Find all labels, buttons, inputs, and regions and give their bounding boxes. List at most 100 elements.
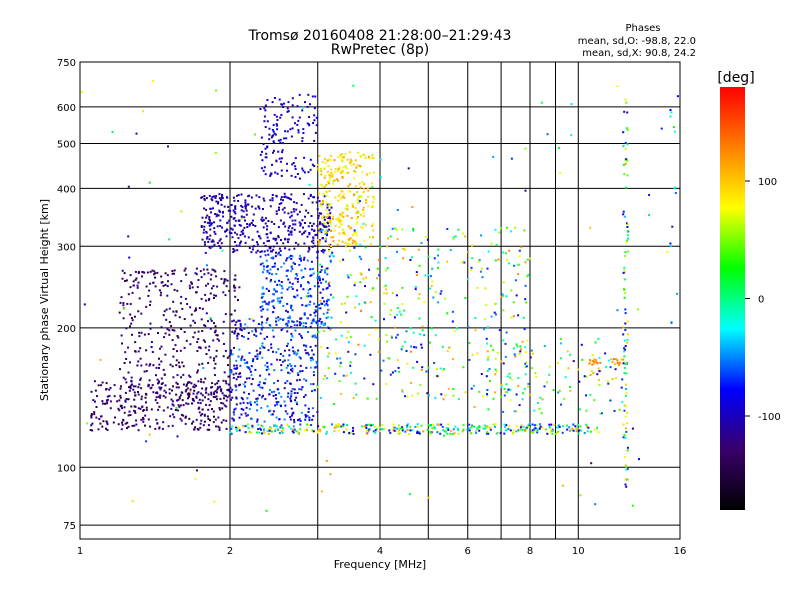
data-point bbox=[180, 413, 183, 416]
data-point bbox=[484, 427, 486, 430]
data-point bbox=[290, 390, 293, 393]
data-point bbox=[164, 283, 167, 286]
data-point bbox=[324, 162, 327, 165]
data-point bbox=[575, 430, 578, 433]
data-point bbox=[206, 428, 209, 431]
data-point bbox=[456, 427, 459, 430]
data-point bbox=[499, 395, 502, 398]
data-point bbox=[239, 364, 242, 367]
data-point bbox=[484, 287, 487, 290]
data-point bbox=[626, 422, 628, 425]
data-point bbox=[127, 346, 129, 349]
data-point bbox=[175, 386, 178, 389]
data-point bbox=[322, 199, 324, 202]
data-point bbox=[359, 226, 362, 229]
data-point bbox=[213, 243, 216, 246]
data-point bbox=[340, 214, 343, 217]
data-point bbox=[510, 289, 513, 292]
data-point bbox=[235, 397, 238, 400]
data-point bbox=[271, 197, 274, 200]
data-point bbox=[100, 384, 103, 387]
data-point bbox=[240, 193, 243, 196]
data-point bbox=[263, 268, 265, 271]
data-point bbox=[326, 203, 329, 206]
data-point bbox=[168, 329, 171, 332]
data-point bbox=[648, 214, 650, 217]
data-point bbox=[278, 418, 281, 421]
data-point bbox=[365, 424, 368, 427]
data-point bbox=[145, 370, 148, 373]
data-point bbox=[196, 469, 198, 472]
data-point bbox=[245, 213, 248, 216]
data-point bbox=[326, 234, 328, 237]
data-point bbox=[148, 379, 151, 382]
data-point bbox=[363, 153, 366, 156]
data-point bbox=[274, 171, 277, 174]
data-point bbox=[98, 418, 101, 420]
data-point bbox=[303, 429, 306, 432]
data-point bbox=[345, 172, 348, 175]
data-point bbox=[220, 402, 223, 404]
data-point bbox=[494, 357, 497, 360]
data-point bbox=[353, 170, 356, 172]
data-point bbox=[244, 241, 247, 244]
data-point bbox=[220, 277, 223, 280]
data-point bbox=[318, 154, 321, 157]
data-point bbox=[233, 413, 236, 416]
data-point bbox=[256, 357, 259, 360]
data-point bbox=[273, 132, 276, 135]
data-point bbox=[372, 223, 375, 226]
data-point bbox=[176, 409, 179, 412]
data-point bbox=[312, 242, 315, 245]
data-point bbox=[625, 427, 627, 430]
data-point bbox=[291, 116, 294, 119]
data-point bbox=[287, 110, 290, 113]
data-point bbox=[316, 196, 319, 199]
data-point bbox=[487, 250, 490, 253]
data-point bbox=[476, 286, 479, 289]
data-point bbox=[346, 424, 349, 426]
data-point bbox=[669, 242, 672, 245]
data-point bbox=[476, 352, 479, 355]
data-point bbox=[263, 346, 266, 349]
data-point bbox=[176, 350, 178, 353]
data-point bbox=[177, 404, 180, 407]
data-point bbox=[606, 380, 609, 383]
data-point bbox=[233, 284, 236, 287]
data-point bbox=[261, 301, 264, 303]
data-point bbox=[133, 424, 136, 427]
data-point bbox=[290, 414, 293, 417]
data-point bbox=[232, 419, 235, 422]
data-point bbox=[138, 335, 141, 338]
data-point bbox=[309, 357, 312, 360]
data-point bbox=[210, 211, 212, 214]
data-point bbox=[515, 393, 518, 396]
data-point bbox=[266, 430, 269, 433]
data-point bbox=[190, 281, 193, 284]
data-point bbox=[157, 395, 160, 398]
data-point bbox=[251, 360, 254, 363]
data-point bbox=[299, 428, 302, 431]
data-point bbox=[355, 218, 358, 220]
data-point bbox=[216, 338, 219, 341]
data-point bbox=[429, 341, 431, 344]
data-point bbox=[319, 271, 322, 273]
data-point bbox=[264, 244, 267, 247]
data-point bbox=[189, 390, 192, 393]
data-point bbox=[231, 320, 234, 323]
data-point bbox=[354, 353, 357, 356]
data-point bbox=[285, 269, 288, 272]
data-point bbox=[487, 426, 490, 429]
data-point bbox=[280, 174, 283, 177]
data-point bbox=[152, 364, 155, 367]
data-point bbox=[301, 137, 304, 140]
x-tick-label: 4 bbox=[377, 546, 383, 557]
data-point bbox=[332, 236, 334, 239]
data-point bbox=[279, 317, 282, 320]
data-point bbox=[293, 295, 296, 298]
data-point bbox=[291, 97, 294, 100]
data-point bbox=[286, 395, 289, 398]
data-point bbox=[267, 289, 270, 292]
data-point bbox=[302, 325, 305, 327]
data-point bbox=[261, 271, 264, 274]
